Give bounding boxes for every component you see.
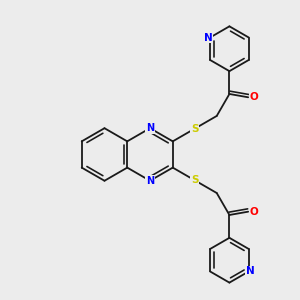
- Text: N: N: [204, 32, 213, 43]
- Text: N: N: [146, 123, 154, 133]
- Text: S: S: [191, 175, 199, 185]
- Text: N: N: [146, 176, 154, 186]
- Text: S: S: [191, 124, 199, 134]
- Text: N: N: [246, 266, 255, 276]
- Text: O: O: [249, 207, 258, 217]
- Text: O: O: [249, 92, 258, 102]
